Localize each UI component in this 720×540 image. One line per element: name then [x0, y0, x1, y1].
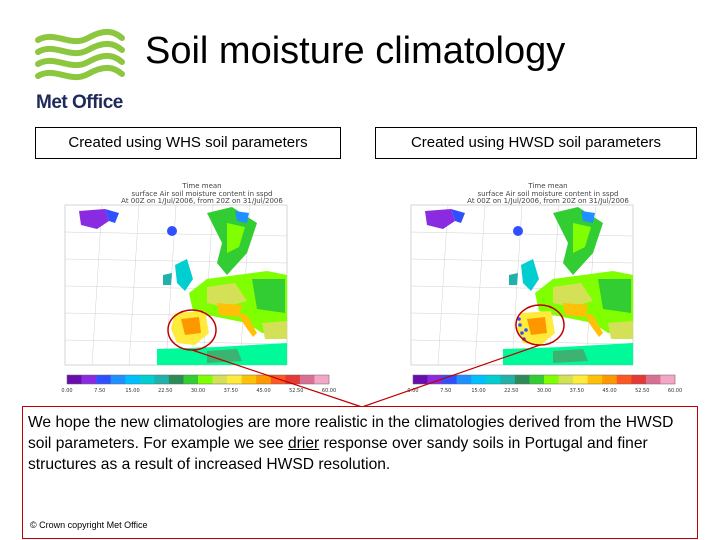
colorbar-swatch [154, 375, 170, 384]
colorbar-swatch [602, 375, 618, 384]
colorbar-swatch [139, 375, 155, 384]
colorbar-swatch [471, 375, 487, 384]
logo-text: Met Office [36, 92, 123, 113]
colorbar-swatch [96, 375, 111, 384]
colorbar-swatch [645, 375, 661, 384]
colorbar-swatch [500, 375, 516, 384]
map-canvas: 0.00 7.50 15.00 22.50 30.00 37.50 45.00 52.50 60… [407, 204, 682, 394]
panel-label-whs: Created using WHS soil parameters [35, 127, 341, 159]
colorbar-tick-label: 37.50 [570, 388, 584, 394]
colorbar-tick-label: 22.50 [504, 388, 518, 394]
colorbar-tick-label: 22.50 [158, 388, 172, 394]
colorbar-tick-label: 15.00 [125, 388, 139, 394]
colorbar-tick-label: 30.00 [191, 388, 205, 394]
colorbar-swatch [212, 375, 228, 384]
map-header-line: Time mean [528, 182, 568, 190]
colorbar-swatch [558, 375, 574, 384]
callout-box [22, 406, 698, 539]
callout-text-before: We hope the new climatologies are more r… [28, 414, 674, 452]
colorbar-tick-label: 52.50 [289, 388, 303, 394]
colorbar-tick-label: 37.50 [224, 388, 238, 394]
callout-text: We hope the new climatologies are more r… [28, 412, 694, 475]
colorbar-swatch [198, 375, 213, 384]
colorbar-swatch [485, 375, 501, 384]
colorbar-swatch [456, 375, 472, 384]
colorbar-swatch [285, 375, 301, 384]
colorbar-swatch [183, 375, 199, 384]
copyright-notice: © Crown copyright Met Office [30, 520, 148, 530]
map-header-line: At 00Z on 1/Jul/2006, from 20Z on 31/Jul… [121, 197, 283, 205]
colorbar-swatch [270, 375, 286, 384]
colorbar-swatch [631, 375, 647, 384]
colorbar-tick-label: 0.00 [61, 388, 72, 394]
map-hwsd: Time mean surface Air soil moisture conte… [403, 182, 693, 398]
colorbar-tick-label: 30.00 [537, 388, 551, 394]
colorbar-tick-label: 0.00 [407, 388, 418, 394]
colorbar-tick-label: 7.50 [94, 388, 105, 394]
colorbar-swatch [573, 375, 588, 384]
met-office-logo [30, 28, 130, 116]
page-title: Soil moisture climatology [145, 30, 566, 72]
colorbar-swatch [660, 375, 676, 384]
map-whs: Time mean surface Air soil moisture conte… [57, 182, 347, 398]
colorbar-swatch [110, 375, 126, 384]
colorbar-tick-label: 45.00 [602, 388, 616, 394]
colorbar-swatch [616, 375, 632, 384]
colorbar-swatch [587, 375, 603, 384]
map-header-line: Time mean [182, 182, 222, 190]
colorbar-swatch [427, 375, 443, 384]
colorbar-swatch [256, 375, 272, 384]
colorbar-swatch [227, 375, 242, 384]
colorbar-swatch [514, 375, 530, 384]
colorbar-swatch [299, 375, 315, 384]
colorbar-swatch [442, 375, 457, 384]
colorbar-tick-label: 52.50 [635, 388, 649, 394]
callout-text-after: response over sandy soils in Portugal an… [28, 435, 648, 473]
map-header-line: At 00Z on 1/Jul/2006, from 20Z on 31/Jul… [467, 197, 629, 205]
colorbar-swatch [67, 375, 82, 384]
colorbar-swatch [125, 375, 141, 384]
map-header: Time mean surface Air soil moisture conte… [117, 182, 287, 206]
colorbar-swatch [168, 375, 184, 384]
colorbar-swatch [314, 375, 330, 384]
colorbar-swatch [544, 375, 559, 384]
callout-underlined-word: drier [288, 435, 320, 452]
colorbar-tick-label: 60.00 [668, 388, 682, 394]
colorbar-swatch [413, 375, 428, 384]
colorbar-swatch [241, 375, 257, 384]
colorbar-tick-label: 60.00 [322, 388, 336, 394]
colorbar-swatch [529, 375, 545, 384]
colorbar-tick-label: 45.00 [256, 388, 270, 394]
map-header-line: surface Air soil moisture content in ssp… [131, 189, 273, 198]
colorbar-tick-label: 15.00 [471, 388, 485, 394]
colorbar-swatch [81, 375, 97, 384]
colorbar-tick-label: 7.50 [440, 388, 451, 394]
panel-label-hwsd: Created using HWSD soil parameters [375, 127, 697, 159]
map-header: Time mean surface Air soil moisture conte… [463, 182, 633, 206]
map-canvas: 0.00 7.50 15.00 22.50 30.00 37.50 45.00 52.50 60… [61, 204, 336, 394]
map-header-line: surface Air soil moisture content in ssp… [477, 189, 619, 198]
